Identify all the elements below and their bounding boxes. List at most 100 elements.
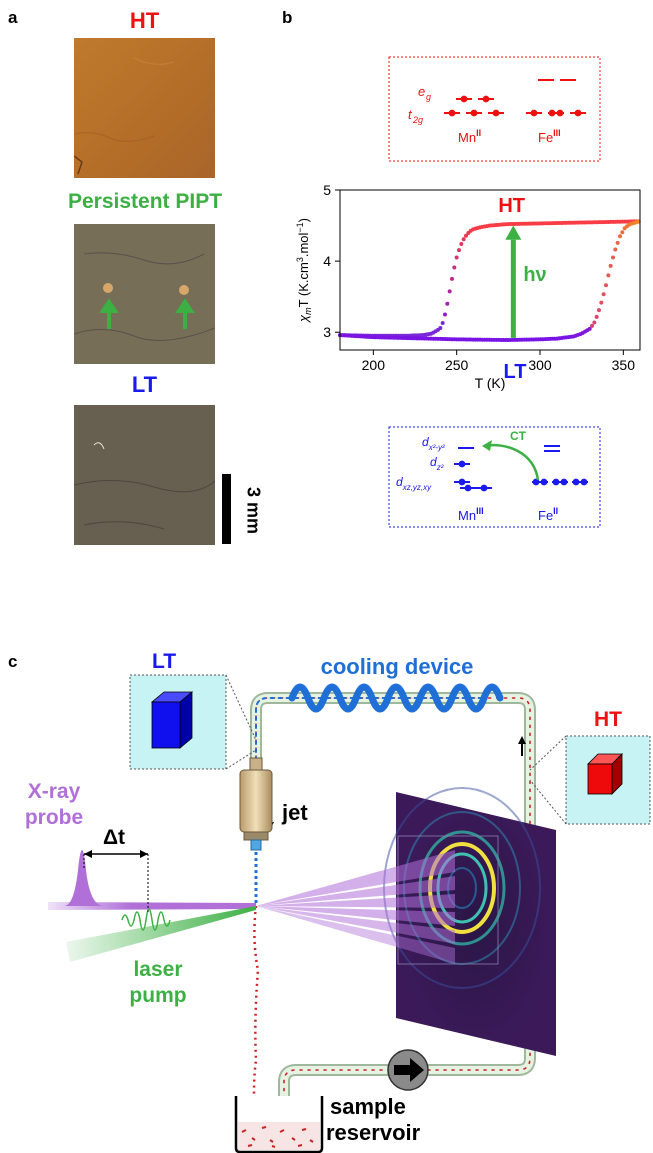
chart-point [615, 240, 620, 245]
ion-fe-iii: FeIII [538, 128, 561, 145]
lt-cube [150, 691, 194, 749]
jet-stream-ht [252, 905, 260, 1121]
chart-point [608, 263, 613, 268]
mn-ht-levels [444, 95, 504, 117]
panel-b-letter: b [282, 8, 293, 27]
sample-reservoir [234, 1096, 324, 1153]
lt-orbital-diagram: dx²-y² dz² dxz,yz,xy CT MnIII FeII [388, 426, 601, 528]
photo-ht-title: HT [129, 8, 160, 33]
chart-series-2 [338, 219, 641, 343]
orbital-t2g-sub: 2g [412, 115, 423, 125]
lt-label: LT [152, 650, 176, 673]
chart-point [447, 289, 452, 294]
chart-point [606, 273, 611, 278]
chart-x-axis-label: T (K) [475, 375, 506, 391]
chart-frame [339, 189, 641, 351]
experiment-setup-diagram: cooling device LT HT jet [25, 650, 651, 1153]
chart-point [604, 283, 608, 288]
orbital-eg-sub: g [426, 92, 431, 102]
x-ray-label-1: X-ray [28, 780, 81, 803]
chart-point [620, 230, 625, 235]
fe-ht-levels [526, 79, 586, 117]
chart-point [440, 320, 445, 325]
orbital-eg-label: e [418, 84, 425, 99]
x-ray-detector [383, 787, 556, 1056]
chart-point [457, 248, 461, 253]
scale-bar-label: 3 mm [243, 486, 264, 535]
chart-point [590, 323, 594, 328]
x-ray-pulse [64, 850, 104, 906]
reservoir-label-1: sample [330, 1094, 406, 1119]
chart-ht-annotation: HT [498, 195, 525, 217]
x-tick-label: 300 [528, 357, 552, 373]
photo-lt-title: LT [131, 372, 158, 397]
chart-series-1 [338, 219, 641, 338]
x-ray-label-2: probe [25, 806, 83, 829]
orbital-dxz-label: dxz,yz,xy [396, 475, 432, 492]
charge-transfer-arrowhead [482, 440, 492, 451]
ion-mn-iii: MnIII [458, 506, 484, 523]
chart-point [443, 312, 447, 317]
chart-hv-annotation: hν [523, 264, 546, 286]
chart-point [611, 255, 615, 260]
chart-point [459, 242, 464, 247]
y-tick-label: 5 [323, 182, 331, 198]
mn-lt-levels [454, 447, 492, 492]
x-tick-label: 200 [362, 357, 386, 373]
reservoir-label-2: reservoir [326, 1120, 421, 1145]
laser-pulse [121, 908, 171, 931]
laser-label-1: laser [133, 958, 182, 981]
chart-point [601, 292, 606, 297]
chart-point [438, 325, 443, 330]
chart-point [599, 300, 604, 305]
cooling-device-label: cooling device [321, 654, 474, 679]
chart-point [450, 276, 454, 281]
ht-orbital-diagram: e g t 2g MnII FeIII [388, 56, 601, 162]
ion-fe-ii: FeII [538, 506, 558, 523]
chart-y-axis-label: χmT (K.cm3.mol−1) [295, 218, 313, 323]
ion-mn-ii: MnII [458, 128, 481, 145]
chart-point [464, 233, 468, 238]
panel-a-letter: a [8, 8, 18, 27]
y-tick-label: 3 [323, 324, 331, 340]
laser-beam [66, 906, 256, 962]
scale-bar-label-wrap: 3 mm [240, 478, 264, 544]
orbital-dz2-label: dz² [430, 455, 444, 472]
panel-c-letter: c [8, 652, 18, 671]
chart-point [461, 237, 466, 242]
chart-lt-annotation: LT [504, 361, 527, 383]
laser-label-2: pump [129, 984, 186, 1007]
jet-nozzle [239, 757, 273, 851]
charge-transfer-label: CT [510, 429, 527, 443]
pump [387, 1049, 429, 1091]
photo-ht-sample [73, 38, 215, 178]
orbital-dx2y2-label: dx²-y² [422, 435, 445, 452]
fe-lt-levels [532, 445, 588, 486]
chart-point [587, 326, 592, 331]
y-tick-label: 4 [323, 253, 331, 269]
cooling-coil [288, 683, 504, 713]
chart-axes: 200 250 300 350 3 4 5 [323, 182, 641, 373]
x-ray-beam [48, 902, 256, 910]
photo-pipt-sample [73, 224, 216, 364]
orbital-t2g-label: t [408, 107, 413, 122]
chart-point [597, 308, 601, 313]
delay-label: Δt [103, 826, 125, 849]
ht-label: HT [594, 708, 622, 731]
chart-point [454, 255, 459, 260]
jet-label: jet [281, 800, 308, 825]
photo-pipt-title: Persistent PIPT [67, 190, 223, 213]
chart-point [592, 320, 597, 325]
x-tick-label: 250 [445, 357, 469, 373]
ht-cube [587, 753, 623, 795]
hv-arrow-head [505, 225, 522, 240]
photo-lt-sample [73, 405, 216, 545]
scale-bar [222, 474, 231, 544]
chart-point [594, 314, 599, 319]
photoexcitation-arrow [505, 225, 522, 338]
chart-point [613, 247, 618, 252]
chart-point [618, 234, 622, 239]
x-ray-scatter-fan [256, 850, 455, 964]
x-tick-label: 350 [612, 357, 636, 373]
